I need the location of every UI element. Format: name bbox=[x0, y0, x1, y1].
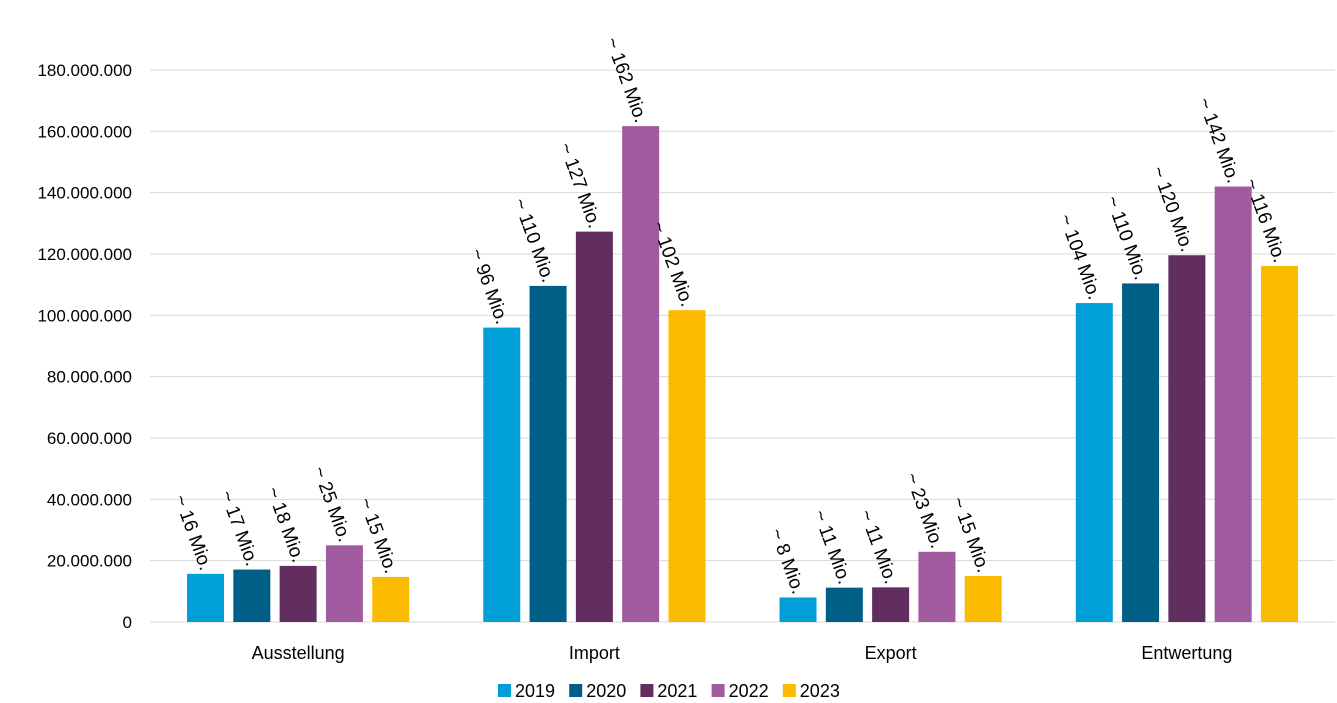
data-label: ~ 127 Mio. bbox=[554, 140, 604, 231]
bar-ausstellung-2022 bbox=[325, 545, 363, 622]
y-tick-label: 120.000.000 bbox=[37, 245, 132, 264]
legend-label-2019: 2019 bbox=[515, 681, 555, 701]
category-label-export: Export bbox=[865, 643, 917, 663]
bar-entwertung-2019 bbox=[1075, 303, 1113, 622]
bar-import-2021 bbox=[575, 231, 613, 622]
data-label: ~ 18 Mio. bbox=[262, 484, 309, 565]
bar-ausstellung-2023 bbox=[372, 576, 410, 622]
data-label: ~ 120 Mio. bbox=[1147, 164, 1197, 255]
legend-swatch-2021 bbox=[640, 684, 654, 697]
data-label: ~ 142 Mio. bbox=[1193, 95, 1243, 186]
bar-export-2023 bbox=[964, 576, 1002, 622]
bar-export-2022 bbox=[918, 551, 956, 622]
legend-label-2022: 2022 bbox=[729, 681, 769, 701]
legend-swatch-2020 bbox=[569, 684, 583, 697]
data-label: ~ 11 Mio. bbox=[855, 507, 901, 587]
y-tick-label: 140.000.000 bbox=[37, 184, 132, 203]
data-label: ~ 8 Mio. bbox=[765, 526, 808, 597]
y-tick-label: 180.000.000 bbox=[37, 61, 132, 80]
data-label: ~ 25 Mio. bbox=[308, 464, 355, 545]
data-label: ~ 11 Mio. bbox=[808, 507, 854, 587]
legend-label-2023: 2023 bbox=[800, 681, 840, 701]
bar-export-2020 bbox=[825, 587, 863, 622]
legend-swatch-2023 bbox=[782, 684, 796, 697]
category-labels: Ausstellung Import Export Entwertung bbox=[252, 643, 1233, 663]
data-label: ~ 104 Mio. bbox=[1054, 211, 1104, 302]
bar-import-2022 bbox=[622, 126, 660, 623]
legend-label-2020: 2020 bbox=[586, 681, 626, 701]
bar-ausstellung-2019 bbox=[187, 573, 225, 622]
data-label: ~ 110 Mio. bbox=[509, 196, 559, 286]
bar-entwertung-2021 bbox=[1168, 255, 1206, 622]
bar-import-2019 bbox=[483, 327, 521, 622]
bar-entwertung-2022 bbox=[1214, 186, 1252, 623]
bar-ausstellung-2021 bbox=[279, 565, 317, 622]
bar-export-2021 bbox=[872, 587, 910, 622]
bar-export-2019 bbox=[779, 597, 817, 622]
legend-swatch-2019 bbox=[498, 684, 511, 697]
legend: 2019 2020 2021 2022 2023 bbox=[498, 681, 840, 701]
data-label: ~ 17 Mio. bbox=[216, 488, 263, 569]
category-label-ausstellung: Ausstellung bbox=[252, 643, 345, 663]
legend-label-2021: 2021 bbox=[657, 681, 697, 701]
bar-import-2020 bbox=[529, 285, 567, 622]
data-label: ~ 162 Mio. bbox=[601, 34, 651, 125]
bar-entwertung-2020 bbox=[1122, 283, 1160, 622]
bar-entwertung-2023 bbox=[1260, 265, 1298, 622]
y-tick-label: 80.000.000 bbox=[47, 368, 132, 387]
y-tick-label: 60.000.000 bbox=[47, 429, 132, 448]
y-tick-label: 20.000.000 bbox=[47, 552, 132, 571]
y-tick-label: 160.000.000 bbox=[37, 122, 132, 141]
category-label-import: Import bbox=[569, 643, 620, 663]
bar-import-2023 bbox=[668, 310, 706, 622]
data-label: ~ 23 Mio. bbox=[901, 470, 948, 551]
y-tick-label: 40.000.000 bbox=[47, 490, 132, 509]
bars bbox=[187, 126, 1298, 623]
y-tick-label: 0 bbox=[123, 613, 132, 632]
data-label: ~ 110 Mio. bbox=[1101, 193, 1151, 283]
category-label-entwertung: Entwertung bbox=[1141, 643, 1232, 663]
legend-swatch-2022 bbox=[711, 684, 725, 697]
y-tick-label: 100.000.000 bbox=[37, 306, 132, 325]
bar-ausstellung-2020 bbox=[233, 569, 271, 622]
y-axis-tick-labels: 0 20.000.000 40.000.000 60.000.000 80.000.00… bbox=[37, 61, 132, 632]
